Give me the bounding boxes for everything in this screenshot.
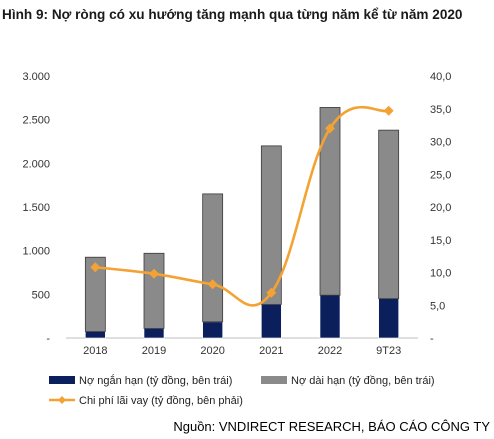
right-axis-tick-label: 35,0 [430,104,451,116]
right-axis-tick-label: 25,0 [430,169,451,181]
bar-short-term-2020 [202,321,223,339]
right-axis-tick-label: 30,0 [430,137,451,149]
bar-long-term-2019 [143,252,165,329]
x-axis-tick-label: 2018 [83,345,107,357]
x-axis-tick-label: 2022 [318,345,342,357]
interest-marker-9T23 [383,105,394,116]
right-axis-tick-label: 40,0 [430,71,451,83]
legend-swatch-long-term [261,376,287,384]
left-axis-tick-label: 2.500 [22,115,50,127]
legend-label-short-term: Nợ ngắn hạn (tỷ đồng, bên trái) [79,374,232,387]
right-axis-tick-label: 5,0 [430,300,445,312]
x-axis-tick-label: 2019 [142,345,166,357]
left-axis-tick-label: 500 [32,289,50,301]
bar-long-term-2021 [260,145,282,305]
left-axis-tick-label: 1.000 [22,246,50,258]
bar-short-term-2018 [85,331,106,339]
interest-marker-2019 [149,268,159,279]
right-axis-tick-label: 20,0 [430,202,451,214]
legend-label-long-term: Nợ dài hạn (tỷ đồng, bên trái) [291,375,435,387]
bar-long-term-9T23 [378,129,400,300]
interest-marker-2018 [90,262,101,273]
figure-title: Hình 9: Nợ ròng có xu hướng tăng mạnh qu… [2,7,463,22]
bar-short-term-2022 [319,294,341,339]
bar-long-term-2022 [319,107,341,296]
legend-swatch-short-term [49,376,75,384]
right-axis-tick-label: 15,0 [430,235,451,247]
interest-marker-2020 [207,279,218,290]
legend-label-interest: Chi phí lãi vay (tỷ đồng, bên phải) [79,395,243,407]
bar-long-term-2018 [84,256,106,332]
x-axis-tick-label: 2020 [200,345,224,357]
left-axis-tick-label: - [46,333,50,345]
right-axis-tick-label: - [430,333,434,345]
left-axis-tick-label: 1.500 [22,202,50,214]
x-axis-tick-label: 2021 [259,345,283,357]
source-note: Nguồn: VNDIRECT RESEARCH, BÁO CÁO CÔNG T… [173,419,490,434]
bar-short-term-9T23 [378,298,399,339]
x-axis-tick-label: 9T23 [376,345,401,357]
bar-short-term-2021 [261,304,282,339]
left-axis-tick-label: 2.000 [22,158,50,170]
left-axis-tick-label: 3.000 [22,71,50,83]
bar-short-term-2019 [143,328,165,339]
interest-marker-2021 [266,287,277,298]
legend-swatch-interest-marker [58,396,66,404]
interest-expense-line [95,105,390,307]
interest-marker-2022 [325,123,335,134]
right-axis-tick-label: 10,0 [430,268,451,280]
bar-long-term-2020 [202,193,224,323]
